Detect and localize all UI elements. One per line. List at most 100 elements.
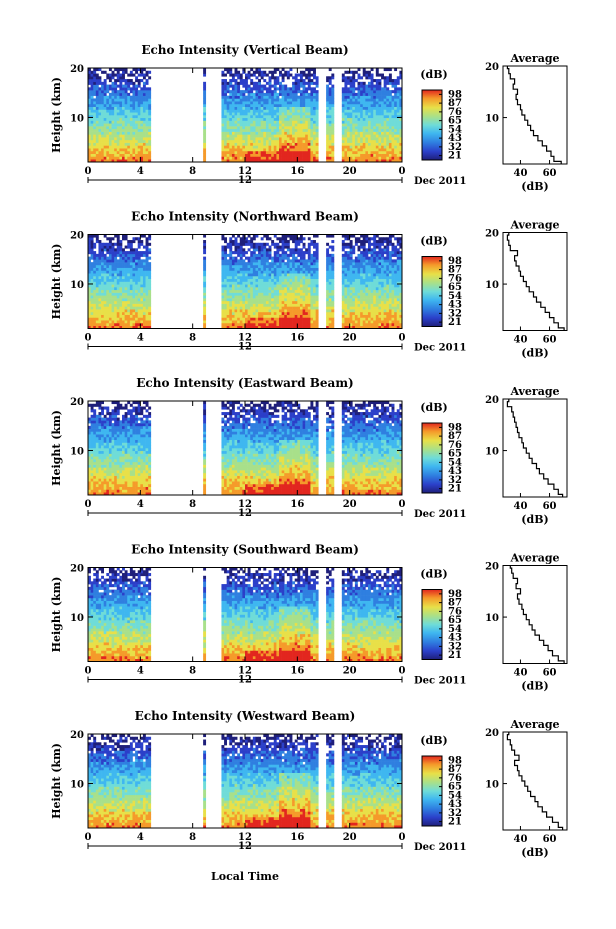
date-label: Dec 2011 <box>414 842 466 853</box>
colorbar-tick-label: 98 <box>448 589 462 600</box>
average-title: Average <box>509 219 559 232</box>
panel-title: Echo Intensity (Westward Beam) <box>135 709 356 723</box>
colorbar <box>421 755 443 827</box>
x-tick-label: 20 <box>343 499 357 510</box>
x-tick-label: 0 <box>85 832 92 843</box>
average-frame <box>502 565 568 664</box>
average-frame <box>502 65 568 165</box>
y-tick-label: 10 <box>70 613 84 624</box>
colorbar-tick-label: 87 <box>448 598 462 609</box>
colorbar-tick-label: 76 <box>448 606 462 617</box>
y-tick-label: 20 <box>70 231 84 242</box>
panel-3: Echo Intensity (Eastward Beam) 20 10 Height… <box>50 376 568 526</box>
x-tick-label: 12 <box>238 333 252 344</box>
x-tick-label: 0 <box>85 166 92 177</box>
average-frame <box>502 398 568 498</box>
average-profile-line <box>506 399 564 497</box>
average-frame <box>502 731 568 831</box>
x-tick-label: 12 <box>238 666 252 677</box>
colorbar-tick-label: 87 <box>448 265 462 276</box>
panel-title: Echo Intensity (Eastward Beam) <box>136 376 353 390</box>
x-tick-label: 0 <box>399 499 406 510</box>
colorbar-tick-label: 54 <box>448 790 462 801</box>
x-tick-label: 4 <box>137 333 144 344</box>
colorbar-tick-label: 54 <box>448 624 462 635</box>
x-tick-label: 4 <box>137 499 144 510</box>
colorbar-tick-label: 32 <box>448 142 462 153</box>
average-profile-line <box>506 232 565 331</box>
average-x-tick-label: 40 <box>513 335 527 346</box>
average-x-label: (dB) <box>521 513 548 526</box>
colorbar-tick-label: 98 <box>448 755 462 766</box>
date-label: Dec 2011 <box>414 343 466 354</box>
average-frame <box>502 232 568 331</box>
colorbar-tick-label: 87 <box>448 431 462 442</box>
x-tick-label: 8 <box>189 333 196 344</box>
average-profile-line <box>509 565 565 664</box>
panel-title: Echo Intensity (Vertical Beam) <box>141 43 348 57</box>
colorbar-tick-label: 54 <box>448 291 462 302</box>
date-marker: 12 <box>238 175 252 186</box>
x-tick-label: 16 <box>290 666 304 677</box>
x-tick-label: 0 <box>399 166 406 177</box>
colorbar <box>421 256 443 327</box>
x-tick-label: 4 <box>137 166 144 177</box>
date-label: Dec 2011 <box>414 509 466 520</box>
average-x-tick-label: 60 <box>543 335 557 346</box>
x-tick-label: 0 <box>85 499 92 510</box>
panel-title: Echo Intensity (Southward Beam) <box>131 543 359 557</box>
y-tick-label: 10 <box>70 113 84 124</box>
colorbar-tick-label: 54 <box>448 124 462 135</box>
date-label: Dec 2011 <box>414 676 466 687</box>
average-title: Average <box>509 718 559 731</box>
x-tick-label: 8 <box>189 499 196 510</box>
colorbar-tick-label: 43 <box>448 799 462 810</box>
panel-1: Echo Intensity (Vertical Beam) 20 10 Height… <box>50 43 568 193</box>
x-tick-label: 4 <box>137 666 144 677</box>
x-tick-label: 8 <box>189 666 196 677</box>
average-x-label: (dB) <box>521 347 548 360</box>
x-tick-label: 20 <box>343 333 357 344</box>
heatmap-cells <box>88 68 403 163</box>
average-x-label: (dB) <box>521 846 548 859</box>
colorbar-tick-label: 98 <box>448 89 462 100</box>
average-y-tick-label: 10 <box>485 280 499 291</box>
colorbar-tick-label: 32 <box>448 808 462 819</box>
colorbar-tick-label: 21 <box>448 650 462 661</box>
average-x-tick-label: 40 <box>513 668 527 679</box>
x-tick-label: 8 <box>189 166 196 177</box>
colorbar-unit: (dB) <box>420 568 447 581</box>
average-y-tick-label: 20 <box>485 395 499 406</box>
panel-2: Echo Intensity (Northward Beam) 20 10 Heigh… <box>50 210 568 360</box>
x-tick-label: 0 <box>399 333 406 344</box>
colorbar-tick-label: 43 <box>448 466 462 477</box>
y-tick-label: 20 <box>70 64 84 75</box>
x-tick-label: 8 <box>189 832 196 843</box>
x-tick-label: 16 <box>290 166 304 177</box>
average-y-tick-label: 10 <box>485 114 499 125</box>
colorbar-tick-label: 98 <box>448 422 462 433</box>
colorbar-tick-label: 65 <box>448 282 462 293</box>
colorbar-tick-label: 87 <box>448 764 462 775</box>
y-axis-label: Height (km) <box>50 577 63 653</box>
average-y-tick-label: 10 <box>485 780 499 791</box>
x-tick-label: 4 <box>137 832 144 843</box>
y-tick-label: 20 <box>70 397 84 408</box>
x-axis-label: Local Time <box>211 870 279 883</box>
average-x-tick-label: 60 <box>543 168 557 179</box>
colorbar-tick-label: 32 <box>448 475 462 486</box>
colorbar-unit: (dB) <box>420 68 447 81</box>
x-tick-label: 0 <box>85 333 92 344</box>
colorbar-tick-label: 98 <box>448 256 462 267</box>
average-profile-line <box>506 66 562 164</box>
colorbar-tick-label: 32 <box>448 308 462 319</box>
y-tick-label: 10 <box>70 280 84 291</box>
average-y-tick-label: 20 <box>485 62 499 73</box>
heatmap-cells <box>88 567 403 662</box>
colorbar-tick-label: 76 <box>448 273 462 284</box>
average-x-tick-label: 60 <box>543 834 557 845</box>
y-axis-label: Height (km) <box>50 244 63 320</box>
y-axis-label: Height (km) <box>50 77 63 153</box>
colorbar-tick-label: 21 <box>448 484 462 495</box>
